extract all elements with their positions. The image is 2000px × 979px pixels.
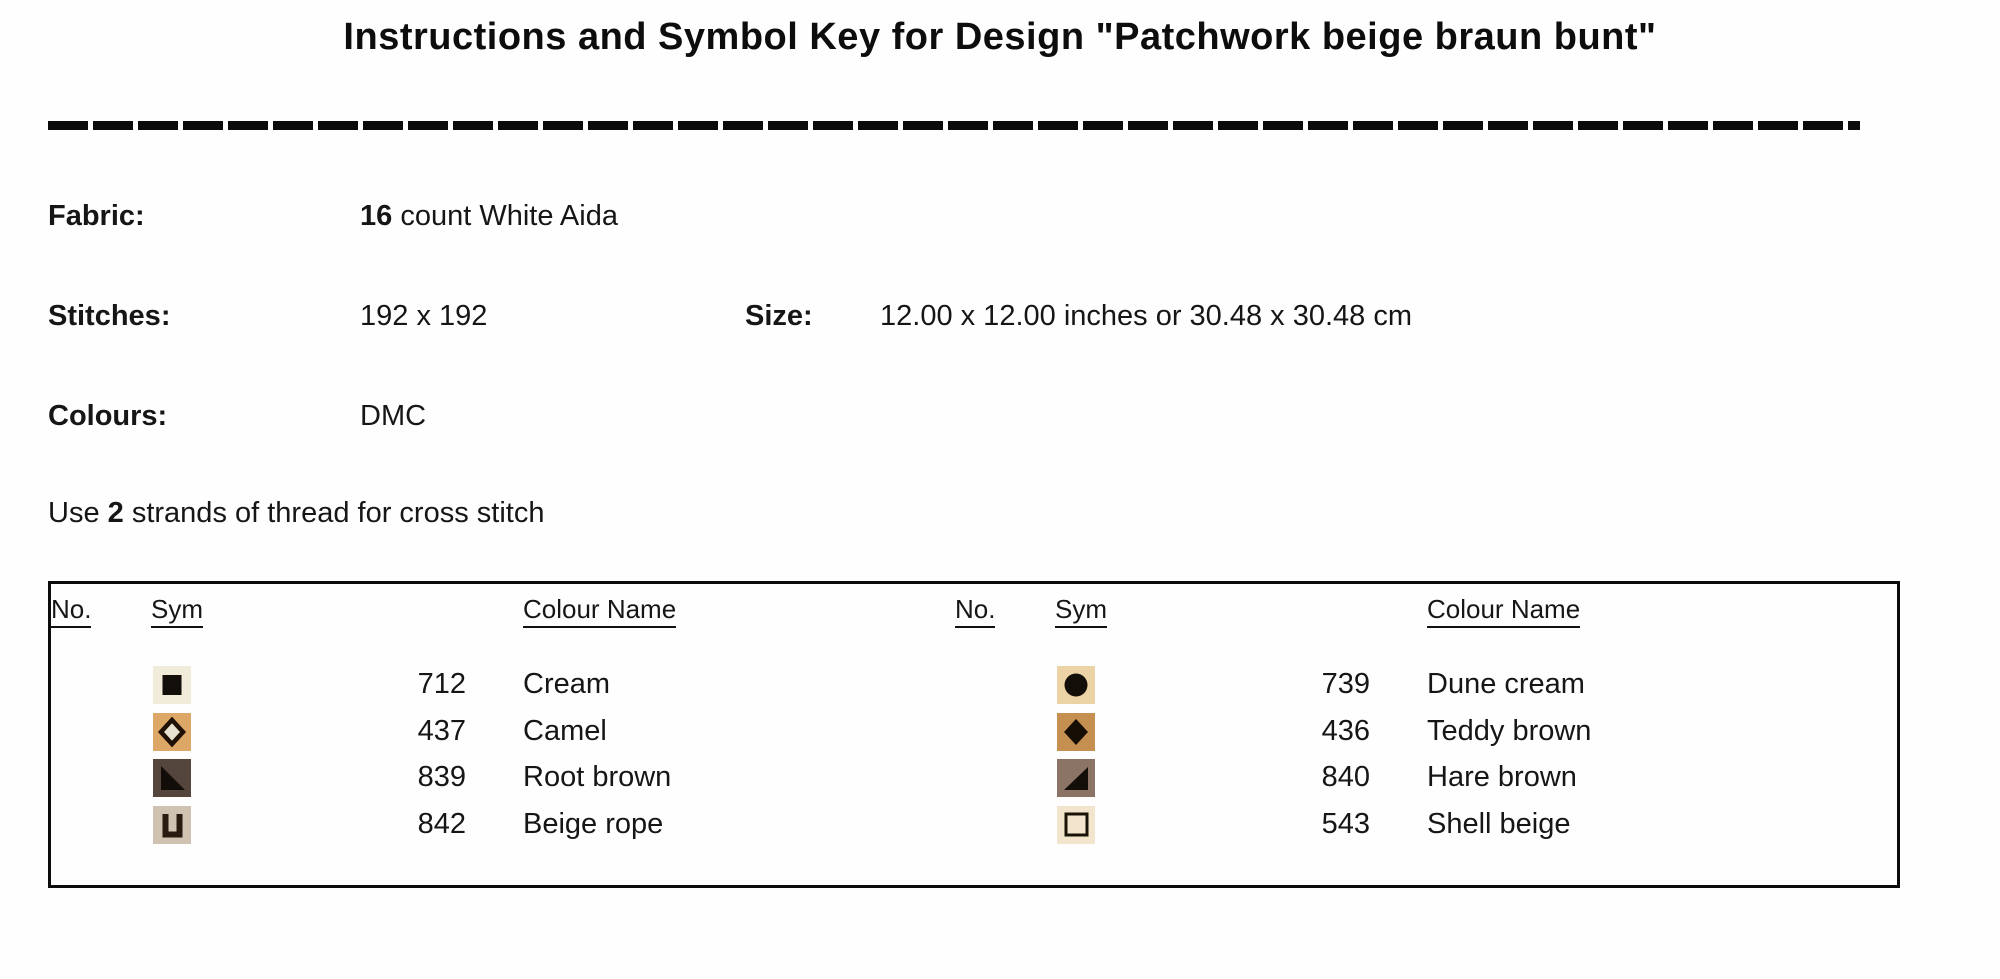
colour-number: 436 [1321,714,1370,747]
table-row: 437 Camel [51,711,951,758]
size-label: Size: [745,300,813,332]
header-colour-name: Colour Name [523,594,677,628]
colour-name: Hare brown [1427,761,1577,793]
colour-number: 543 [1321,807,1370,840]
table-row: 712 Cream [51,664,951,711]
header-no: No. [955,594,996,628]
table-row: 543 Shell beige [955,804,1855,851]
header-sym: Sym [1055,594,1107,628]
colours-value: DMC [360,400,427,432]
stitches-value: 192 x 192 [360,300,488,332]
colour-number: 739 [1321,668,1370,700]
fabric-label: Fabric: [48,200,145,232]
symbol-swatch [153,805,191,844]
colour-number: 437 [417,714,466,747]
strands-note: Use 2 strands of thread for cross stitch [48,497,544,530]
symbol-swatch [153,666,191,704]
colours-row: Colours: DMC [0,400,2000,436]
fabric-row: Fabric: 16 count White Aida [0,200,2000,236]
table-row: 840 Hare brown [955,757,1855,804]
fabric-count: 16 [360,200,393,232]
symbol-swatch [1057,759,1095,797]
key-table-left-half: Sym No. Colour Name 712 Cream 437 Camel … [51,584,951,885]
hollow-diamond-icon [157,716,187,747]
size-value: 12.00 x 12.00 inches or 30.48 x 30.48 cm [880,300,1413,332]
fabric-rest: count White Aida [392,200,618,232]
colour-name: Beige rope [523,807,664,840]
stitches-row: Stitches: 192 x 192 Size: 12.00 x 12.00 … [0,300,2000,336]
table-row: 839 Root brown [51,757,951,804]
header-no: No. [51,594,92,628]
header-sym: Sym [151,594,203,628]
colour-name: Root brown [523,761,672,793]
table-row: 436 Teddy brown [955,711,1855,758]
table-row: 842 Beige rope [51,804,951,851]
filled-diamond-icon [1064,718,1088,745]
colour-number: 839 [417,761,466,793]
colour-name: Cream [523,668,611,700]
symbol-swatch [153,712,191,751]
strands-prefix: Use [48,497,108,529]
dashed-divider [48,121,1860,130]
strands-suffix: strands of thread for cross stitch [123,497,545,529]
filled-square-icon [162,675,182,695]
colour-name: Teddy brown [1427,714,1592,747]
key-table-right-half: Sym No. Colour Name 739 Dune cream 436 T… [955,584,1855,885]
strands-count: 2 [107,497,124,529]
page-title: Instructions and Symbol Key for Design "… [343,16,1657,58]
symbol-swatch [1057,666,1095,704]
symbol-swatch [1057,712,1095,751]
fabric-value: 16 count White Aida [360,200,618,233]
colour-number: 840 [1321,761,1370,793]
colour-number: 842 [417,807,466,840]
key-table-header: Sym No. Colour Name [51,594,951,628]
table-row: 739 Dune cream [955,664,1855,711]
hollow-square-icon [1064,812,1089,836]
colour-name: Dune cream [1427,668,1585,700]
header-colour-name: Colour Name [1427,594,1581,628]
colour-name: Camel [523,714,607,747]
symbol-swatch [153,759,191,797]
colour-number: 712 [417,668,466,700]
symbol-key-table: Sym No. Colour Name 712 Cream 437 Camel … [48,581,1900,888]
triangle-lower-right-icon [1064,767,1088,790]
colour-name: Shell beige [1427,807,1571,840]
triangle-lower-left-icon [161,766,185,790]
filled-circle-icon [1064,673,1088,697]
key-table-header: Sym No. Colour Name [955,594,1855,628]
stitches-label: Stitches: [48,300,171,332]
symbol-swatch [1057,805,1095,844]
letter-u-icon [162,813,183,837]
colours-label: Colours: [48,400,168,432]
